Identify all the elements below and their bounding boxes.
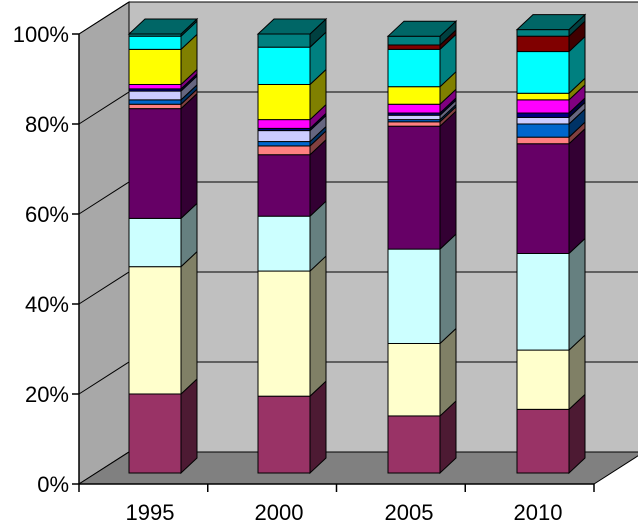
bar-segment	[257, 270, 311, 397]
bar-segment	[128, 108, 182, 219]
bar-segment	[516, 51, 570, 94]
y-axis-tick-labels: 0% 20% 40% 60% 80% 100%	[13, 22, 69, 497]
bar-segment	[387, 342, 441, 417]
bar-segment	[257, 83, 311, 121]
bar-segment	[516, 92, 570, 101]
bar-segment	[516, 29, 570, 37]
bar-segment	[128, 35, 182, 50]
bar-top	[127, 18, 199, 35]
bar-segment	[387, 48, 441, 88]
bar-stack	[256, 17, 328, 475]
y-tick-label: 20%	[25, 382, 69, 407]
bar-segment	[128, 90, 182, 101]
bar-segment-side	[439, 110, 457, 251]
bar-top	[515, 14, 587, 31]
y-tick-label: 40%	[25, 292, 69, 317]
bar-segment	[516, 116, 570, 125]
bar-segment	[516, 253, 570, 351]
gridline-side	[78, 361, 130, 395]
bar-segment	[516, 349, 570, 410]
side-wall	[78, 1, 130, 485]
bar-segment	[128, 99, 182, 105]
bar-segment	[257, 395, 311, 474]
bar-segment	[387, 114, 441, 121]
bar-segment	[257, 145, 311, 156]
gridline-side	[78, 271, 130, 305]
y-tick-label: 60%	[25, 202, 69, 227]
y-tick-label: 80%	[25, 112, 69, 137]
bar-segment	[516, 35, 570, 53]
bar-segment	[387, 415, 441, 474]
axes	[72, 33, 595, 492]
bar-segment	[516, 143, 570, 254]
bar-segment	[128, 103, 182, 110]
x-tick-label: 2005	[385, 500, 434, 523]
bar-segment	[516, 136, 570, 145]
bar-stack	[386, 20, 458, 475]
bar-segment	[516, 99, 570, 114]
bar-segment-side	[309, 254, 327, 398]
plot-walls	[78, 1, 638, 485]
bar-segment-side	[568, 127, 586, 255]
gridline-side	[78, 1, 130, 35]
bar-segment	[128, 266, 182, 395]
bar-segment	[387, 248, 441, 344]
bar-segment	[257, 46, 311, 85]
bar-segment-side	[180, 377, 198, 475]
bar-segment-side	[180, 92, 198, 220]
bar-segment	[257, 33, 311, 48]
bar-stack	[127, 17, 199, 475]
bar-segment	[128, 393, 182, 474]
bar-segment	[387, 86, 441, 105]
x-axis-tick-labels: 1995 2000 2005 2010	[126, 500, 563, 523]
y-tick-label: 0%	[37, 472, 69, 497]
x-tick-label: 2010	[514, 500, 563, 523]
bar-segment	[387, 44, 441, 50]
bar-segment	[128, 48, 182, 85]
x-tick-label: 2000	[255, 500, 304, 523]
bar-stack	[515, 13, 587, 475]
bar-segment	[516, 112, 570, 118]
bar-top	[256, 18, 328, 35]
x-tick-label: 1995	[126, 500, 175, 523]
bar-segment	[257, 154, 311, 217]
bar-segment-side	[180, 250, 198, 396]
bar-segment	[516, 123, 570, 138]
bar-segment	[257, 141, 311, 147]
bar-segment	[387, 125, 441, 250]
bar-segment-side	[309, 380, 327, 475]
bar-segment	[387, 35, 441, 46]
bar-segment	[257, 130, 311, 143]
y-tick-label: 100%	[13, 22, 69, 47]
bar-segment	[387, 121, 441, 127]
gridline-side	[78, 91, 130, 125]
bar-top	[386, 20, 458, 37]
bar-segment	[128, 83, 182, 90]
bar-segment	[516, 408, 570, 474]
bar-segment	[257, 215, 311, 272]
bars	[127, 13, 587, 475]
bar-segment	[387, 103, 441, 114]
bar-segment	[128, 217, 182, 268]
bar-segment-side	[568, 237, 586, 352]
bar-segment-side	[439, 232, 457, 345]
gridline-side	[78, 181, 130, 215]
bar-segment	[257, 119, 311, 129]
